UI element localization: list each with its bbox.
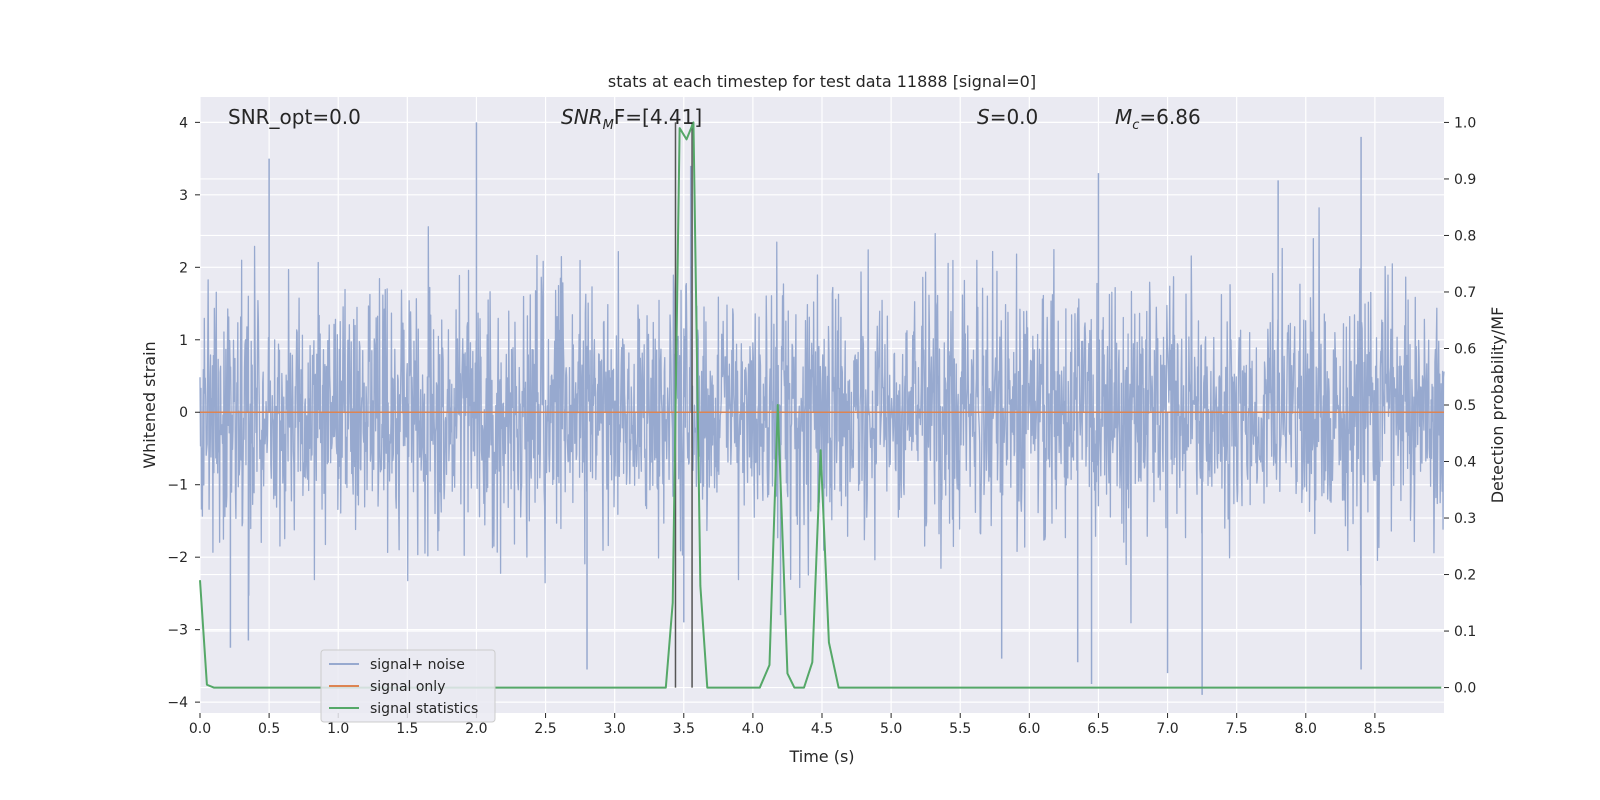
x-tick-label: 5.0 — [880, 721, 902, 737]
x-tick-label: 8.5 — [1364, 721, 1386, 737]
x-tick-label: 4.0 — [742, 721, 764, 737]
y-right-tick-label: 0.5 — [1454, 398, 1476, 414]
legend-label-signal-noise: signal+ noise — [370, 657, 465, 673]
x-tick-label: 5.5 — [949, 721, 971, 737]
y-left-tick-label: −2 — [167, 550, 188, 566]
y-left-tick-label: −4 — [167, 695, 188, 711]
series-signal-noise — [199, 122, 1445, 695]
x-tick-label: 0.5 — [258, 721, 280, 737]
annotation-s: S=0.0 — [977, 105, 1038, 129]
x-axis-label: Time (s) — [788, 747, 854, 766]
y-left-tick-label: 2 — [179, 260, 188, 276]
statistics-line — [199, 121, 1442, 689]
y-right-tick-label: 0.3 — [1454, 511, 1476, 527]
y-right-tick-label: 0.7 — [1454, 285, 1476, 301]
y-right-tick-label: 0.8 — [1454, 228, 1476, 244]
y-right-tick-label: 1.0 — [1454, 115, 1476, 131]
y-right-tick-label: 0.9 — [1454, 172, 1476, 188]
legend-label-signal-only: signal only — [370, 679, 445, 695]
x-tick-label: 1.0 — [327, 721, 349, 737]
y-left-tick-label: −1 — [167, 478, 188, 494]
x-tick-label: 0.0 — [189, 721, 211, 737]
x-tick-label: 2.0 — [465, 721, 487, 737]
y-right-tick-label: 0.0 — [1454, 681, 1476, 697]
y-axis-label-left: Whitened strain — [140, 341, 159, 468]
y-left-tick-label: −3 — [167, 623, 188, 639]
annotation-snr-opt: SNR_opt=0.0 — [228, 105, 361, 129]
ticks: 0.0 0.5 1.0 1.5 2.0 2.5 3.0 3.5 4.0 4.5 5.0 5.5 6.0 6… — [167, 115, 1476, 737]
x-tick-label: 3.5 — [673, 721, 695, 737]
x-tick-label: 7.0 — [1156, 721, 1178, 737]
x-tick-label: 4.5 — [811, 721, 833, 737]
y-left-tick-label: 4 — [179, 115, 188, 131]
x-tick-label: 1.5 — [396, 721, 418, 737]
legend-box — [320, 649, 496, 723]
x-tick-label: 2.5 — [534, 721, 556, 737]
noise-trace — [199, 207, 1445, 624]
x-tick-label: 6.0 — [1018, 721, 1040, 737]
y-left-tick-label: 0 — [179, 405, 188, 421]
x-tick-label: 3.0 — [604, 721, 626, 737]
chart-title: stats at each timestep for test data 118… — [608, 72, 1036, 91]
annotation-snr-mf: SNRMF=[4.41] — [561, 105, 702, 133]
x-tick-label: 6.5 — [1087, 721, 1109, 737]
y-left-tick-label: 1 — [179, 333, 188, 349]
y-axis-label-right: Detection probability/MF — [1488, 307, 1507, 504]
y-right-tick-label: 0.1 — [1454, 624, 1476, 640]
y-right-tick-label: 0.2 — [1454, 568, 1476, 584]
series-signal-statistics — [199, 121, 1442, 689]
legend-label-signal-statistics: signal statistics — [370, 701, 478, 717]
annotation-mc: Mc=6.86 — [1115, 105, 1201, 133]
x-tick-label: 7.5 — [1226, 721, 1248, 737]
y-right-tick-label: 0.6 — [1454, 341, 1476, 357]
annotations: SNR_opt=0.0 SNRMF=[4.41] S=0.0 Mc=6.86 — [228, 105, 1201, 133]
y-left-tick-label: 3 — [179, 188, 188, 204]
x-tick-label: 8.0 — [1295, 721, 1317, 737]
legend: signal+ noise signal only signal statist… — [320, 649, 496, 723]
y-right-tick-label: 0.4 — [1454, 455, 1476, 471]
